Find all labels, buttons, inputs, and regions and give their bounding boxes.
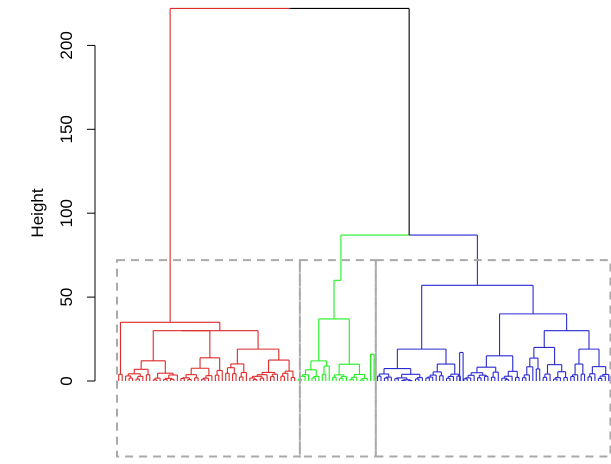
cluster-cutoff-boxes <box>116 259 611 458</box>
y-axis-title: Height <box>28 188 47 237</box>
y-axis: 0 50 100 150 200 <box>57 31 96 386</box>
cutoff-box-3 <box>374 259 611 458</box>
y-tick-label: 50 <box>57 288 76 307</box>
cutoff-box-1 <box>116 259 301 458</box>
y-tick-label: 200 <box>57 31 76 59</box>
y-tick-label: 100 <box>57 199 76 227</box>
y-tick-label: 150 <box>57 115 76 143</box>
dendrogram-branches <box>118 7 610 382</box>
cutoff-box-2 <box>298 259 377 458</box>
y-tick-label: 0 <box>57 376 76 385</box>
